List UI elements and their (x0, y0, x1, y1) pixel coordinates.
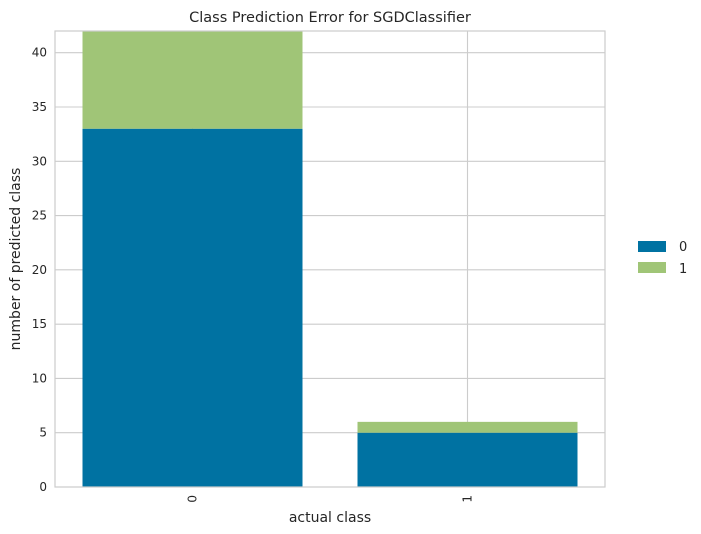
x-tick-label: 1 (461, 495, 475, 503)
y-tick-label: 30 (32, 154, 47, 168)
plot-frame (54, 30, 606, 488)
y-axis-label: number of predicted class (8, 168, 24, 351)
y-tick-label: 25 (32, 209, 47, 223)
legend-label-0: 0 (679, 240, 687, 255)
y-tick-label: 35 (32, 100, 47, 114)
legend-swatch-0 (638, 241, 666, 252)
y-axis-ticks: 0 5 10 15 20 25 30 35 40 (32, 46, 47, 494)
y-tick-label: 20 (32, 263, 47, 277)
y-tick-label: 5 (39, 426, 47, 440)
y-tick-label: 10 (32, 371, 47, 385)
y-tick-label: 0 (39, 480, 47, 494)
x-tick-label: 0 (186, 495, 200, 503)
legend: 0 1 (638, 240, 687, 277)
bars (82, 31, 578, 487)
bar-actual-1-predicted-1 (357, 421, 578, 433)
bar-actual-0-predicted-0 (82, 128, 303, 487)
chart-title: Class Prediction Error for SGDClassifier (189, 10, 471, 26)
y-tick-label: 15 (32, 317, 47, 331)
legend-label-1: 1 (679, 262, 687, 277)
bar-actual-1-predicted-0 (357, 432, 578, 487)
bar-actual-0-predicted-1 (82, 31, 303, 129)
y-tick-label: 40 (32, 46, 47, 60)
legend-swatch-1 (638, 262, 666, 273)
x-axis-label: actual class (289, 510, 371, 526)
